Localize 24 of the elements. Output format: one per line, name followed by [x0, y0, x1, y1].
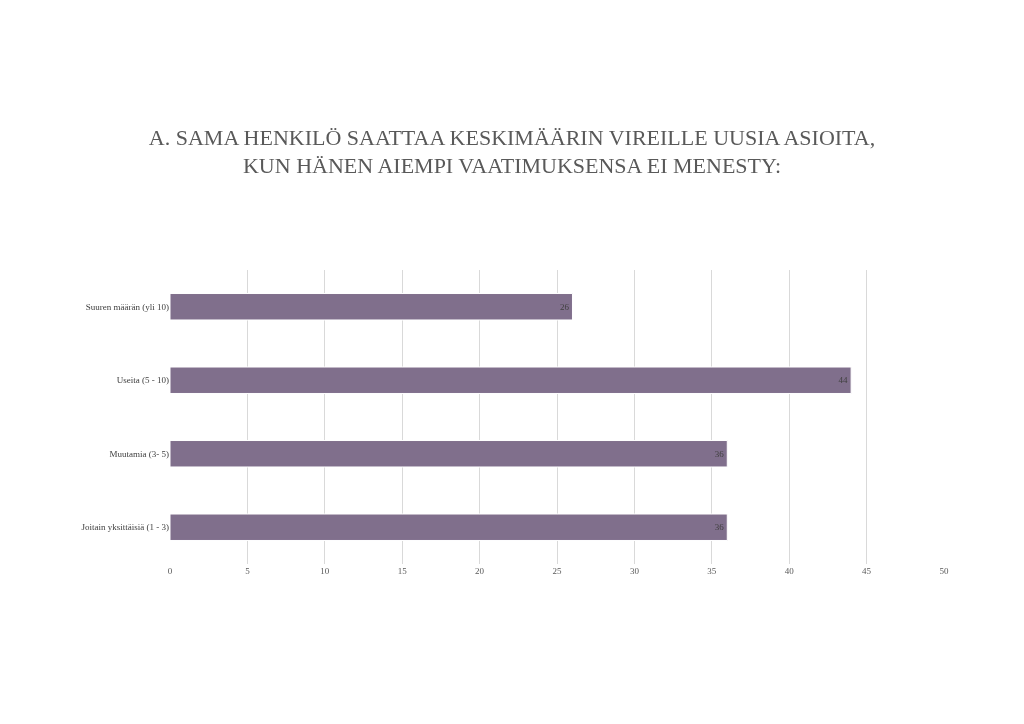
x-tick-label: 50: [939, 566, 949, 576]
y-tick-label: Useita (5 - 10): [116, 375, 169, 386]
data-label: 44: [838, 375, 849, 386]
x-tick-label: 30: [629, 566, 640, 576]
bar: [170, 513, 728, 541]
data-label: 26: [559, 301, 570, 312]
x-tick-label: 35: [707, 566, 717, 576]
x-tick-label: 5: [245, 566, 251, 576]
data-label: 36: [714, 522, 725, 533]
bar: [170, 366, 852, 394]
y-tick-label: Joitain yksittäisiä (1 - 3): [81, 522, 169, 533]
x-tick-label: 0: [167, 566, 173, 576]
x-tick-label: 45: [862, 566, 872, 576]
x-tick-label: 20: [475, 566, 485, 576]
x-tick-label: 40: [784, 566, 795, 576]
data-label: 36: [714, 448, 725, 459]
chart-title: A. SAMA HENKILÖ SAATTAA KESKIMÄÄRIN VIREILLE UUSIA ASIOITA, KUN HÄNEN AIEMPI VAATIMUKSENSA EI MENESTY:: [148, 124, 876, 179]
x-tick-label: 25: [552, 566, 562, 576]
x-tick-label: 10: [320, 566, 330, 576]
y-tick-label: Suuren määrän (yli 10): [85, 301, 169, 312]
x-tick-label: 15: [397, 566, 408, 576]
bar: [170, 293, 573, 321]
bar: [170, 440, 728, 468]
y-tick-label: Muutamia (3- 5): [109, 448, 169, 459]
